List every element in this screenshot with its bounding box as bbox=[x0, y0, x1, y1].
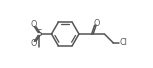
Text: O: O bbox=[31, 20, 37, 29]
Text: O: O bbox=[31, 39, 37, 48]
Text: S: S bbox=[36, 30, 42, 38]
Text: Cl: Cl bbox=[119, 38, 127, 47]
Text: O: O bbox=[93, 19, 100, 28]
